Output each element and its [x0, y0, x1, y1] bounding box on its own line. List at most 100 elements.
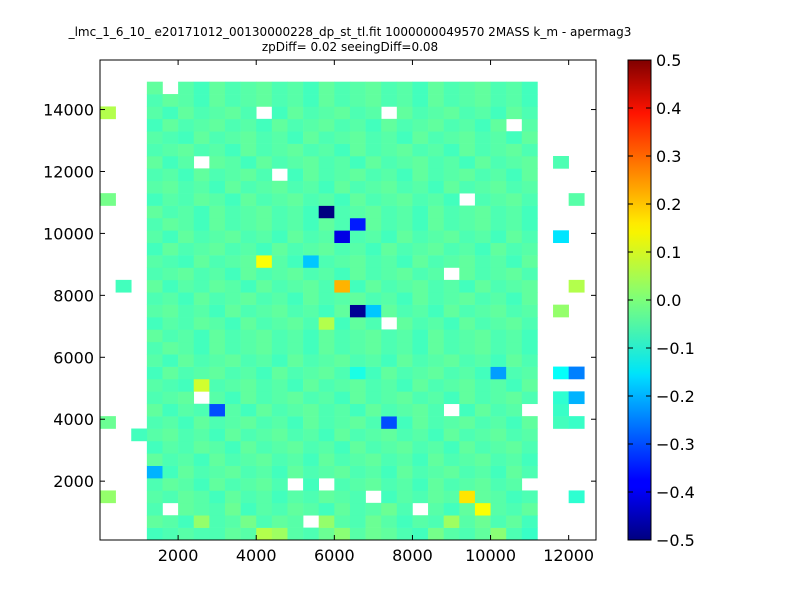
heatmap-cell [443, 354, 460, 367]
heatmap-cell [287, 156, 304, 169]
heatmap-cell [162, 329, 179, 343]
heatmap-cell [521, 81, 538, 95]
heatmap-cell [428, 453, 444, 466]
heatmap-cell [474, 515, 491, 528]
heatmap-cell [240, 465, 257, 479]
heatmap-cell [521, 131, 538, 144]
heatmap-cell [162, 391, 179, 405]
heatmap-cell [506, 453, 523, 466]
heatmap-cell [521, 168, 538, 182]
heatmap-cell [459, 502, 476, 516]
heatmap-cell [490, 403, 507, 417]
heatmap-cell [162, 292, 179, 305]
heatmap-cell [146, 490, 163, 504]
heatmap-cell [287, 81, 304, 95]
heatmap-cell [209, 354, 226, 367]
heatmap-cell [412, 118, 429, 132]
heatmap-cell [334, 156, 351, 169]
heatmap-cell [474, 156, 491, 169]
heatmap-cell [490, 453, 507, 466]
heatmap-cell [178, 391, 195, 405]
heatmap-cell [334, 502, 351, 516]
heatmap-cell [412, 341, 429, 355]
heatmap-cell [178, 440, 195, 454]
heatmap-cell [240, 242, 257, 256]
heatmap-cell [381, 267, 398, 281]
heatmap-cell [318, 490, 335, 504]
colorbar-tick-label: −0.2 [656, 387, 695, 406]
heatmap-cell [521, 156, 538, 169]
heatmap-cell [459, 255, 476, 268]
heatmap-cell [256, 354, 273, 367]
heatmap-cell [490, 378, 507, 392]
heatmap-cell [162, 341, 179, 355]
heatmap-cell [271, 279, 288, 293]
heatmap-cell [459, 304, 476, 318]
heatmap-cell [474, 478, 491, 491]
heatmap-cell [396, 440, 413, 454]
heatmap-cell [474, 143, 491, 157]
heatmap-cell [318, 94, 335, 107]
heatmap-cell [287, 465, 304, 479]
heatmap-cell [490, 515, 507, 528]
heatmap-cell [365, 478, 382, 491]
heatmap-cell [178, 416, 195, 429]
heatmap-cell [256, 403, 273, 417]
heatmap-cell [506, 502, 523, 516]
heatmap-cell [271, 354, 288, 367]
heatmap-cell [287, 94, 304, 107]
heatmap-cell [474, 428, 491, 442]
heatmap-cell [318, 527, 335, 541]
heatmap-cell [256, 156, 273, 169]
heatmap-cell [287, 180, 304, 194]
heatmap-cell [490, 490, 507, 504]
heatmap-cell [240, 515, 257, 528]
heatmap-cell [193, 131, 210, 144]
heatmap-cell [396, 217, 413, 231]
heatmap-cell [303, 378, 320, 392]
heatmap-cell [146, 391, 163, 405]
heatmap-cell [146, 378, 163, 392]
heatmap-cell [396, 502, 413, 516]
heatmap-cell [146, 366, 163, 380]
heatmap-cell [334, 391, 351, 405]
heatmap-cell [193, 317, 210, 330]
heatmap-cell [381, 94, 398, 107]
heatmap-cell [428, 106, 444, 120]
heatmap-cell [240, 267, 257, 281]
heatmap-cell [303, 242, 320, 256]
heatmap-cell [521, 205, 538, 219]
heatmap-cell [303, 94, 320, 107]
heatmap-cell [224, 478, 241, 491]
heatmap-cell [271, 378, 288, 392]
heatmap-cell [443, 502, 460, 516]
heatmap-cell [162, 378, 179, 392]
heatmap-cell [396, 515, 413, 528]
heatmap-cell [396, 156, 413, 169]
heatmap-cell [146, 106, 163, 120]
heatmap-cell [381, 242, 398, 256]
heatmap-cell [193, 527, 210, 541]
heatmap-cell [334, 403, 351, 417]
heatmap-cell [428, 304, 444, 318]
heatmap-cell [365, 515, 382, 528]
heatmap-cell [318, 106, 335, 120]
heatmap-cell [178, 217, 195, 231]
heatmap-cell [193, 230, 210, 244]
y-tick-label: 2000 [53, 472, 94, 491]
heatmap-cell [428, 143, 444, 157]
heatmap-cell [178, 465, 195, 479]
heatmap-cell [193, 255, 210, 268]
heatmap-cell [553, 416, 569, 429]
heatmap-cell [490, 118, 507, 132]
heatmap-cell [428, 416, 444, 429]
heatmap-cell [396, 255, 413, 268]
heatmap-cell [178, 156, 195, 169]
heatmap-cell [349, 366, 366, 380]
heatmap-cell [428, 168, 444, 182]
heatmap-cell [146, 205, 163, 219]
heatmap-cell [303, 490, 320, 504]
heatmap-cell [303, 193, 320, 206]
heatmap-cell [178, 242, 195, 256]
